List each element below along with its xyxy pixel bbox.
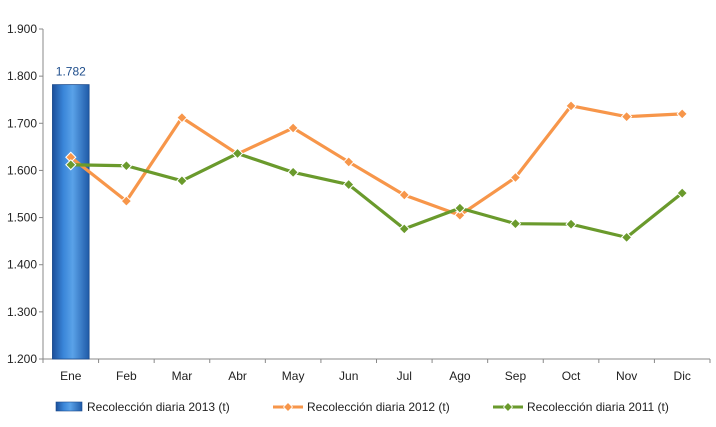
x-tick-label: Feb xyxy=(116,369,137,383)
bar-2013-ene xyxy=(52,84,90,360)
series-1-point-may xyxy=(287,122,299,134)
y-tick-label: 1.600 xyxy=(7,163,37,177)
y-tick-label: 1.900 xyxy=(7,22,37,36)
bar-data-label: 1.782 xyxy=(56,65,86,79)
series-2-point-jun xyxy=(343,178,355,191)
y-tick-label: 1.400 xyxy=(7,258,37,272)
x-tick-label: Nov xyxy=(616,369,637,383)
series-2-point-feb xyxy=(120,160,133,172)
series-line-1 xyxy=(69,104,683,217)
x-tick-label: Sep xyxy=(505,369,527,383)
x-tick-label: Abr xyxy=(228,369,247,383)
series-2-point-ene xyxy=(65,159,77,171)
series-2-point-may xyxy=(287,166,299,179)
series-1-point-jul xyxy=(398,189,410,201)
series-1-point-ago xyxy=(454,209,466,221)
series-1-point-sep xyxy=(509,171,522,184)
legend-swatch-marker xyxy=(502,401,514,413)
series-1-point-nov xyxy=(620,110,633,123)
series-1-point-jun xyxy=(343,156,355,168)
series-line-2 xyxy=(70,151,684,239)
x-tick-label: Jul xyxy=(397,369,412,383)
x-tick-label: Ene xyxy=(60,369,82,383)
series-1-point-mar xyxy=(176,111,188,124)
series-2-point-nov xyxy=(620,231,633,244)
series-2-point-sep xyxy=(509,217,522,230)
x-tick-label: May xyxy=(282,369,305,383)
x-tick-label: Ago xyxy=(449,369,471,383)
series-2-point-dic xyxy=(676,187,688,199)
series-2-point-mar xyxy=(176,175,188,187)
series-2-point-ago xyxy=(454,202,466,214)
legend-swatch-bar xyxy=(55,401,83,412)
series-1-point-feb xyxy=(120,195,133,207)
x-tick-label: Mar xyxy=(172,369,193,383)
series-2-point-jul xyxy=(398,223,410,235)
y-tick-label: 1.700 xyxy=(7,116,37,130)
y-tick-label: 1.200 xyxy=(7,352,37,366)
x-tick-label: Dic xyxy=(674,369,691,383)
series-2-point-oct xyxy=(565,218,577,230)
series-1-point-oct xyxy=(565,100,577,112)
legend-label: Recolección diaria 2011 (t) xyxy=(527,400,669,414)
y-tick-label: 1.300 xyxy=(7,305,37,319)
legend-label: Recolección diaria 2013 (t) xyxy=(87,400,230,414)
series-1-point-dic xyxy=(676,108,688,120)
legend-swatch-marker xyxy=(282,401,294,413)
y-tick-label: 1.500 xyxy=(7,211,37,225)
x-tick-label: Jun xyxy=(339,369,358,383)
series-2-point-abr xyxy=(231,147,244,160)
legend-label: Recolección diaria 2012 (t) xyxy=(307,400,450,414)
y-tick-label: 1.800 xyxy=(7,69,37,83)
x-tick-label: Oct xyxy=(562,369,581,383)
